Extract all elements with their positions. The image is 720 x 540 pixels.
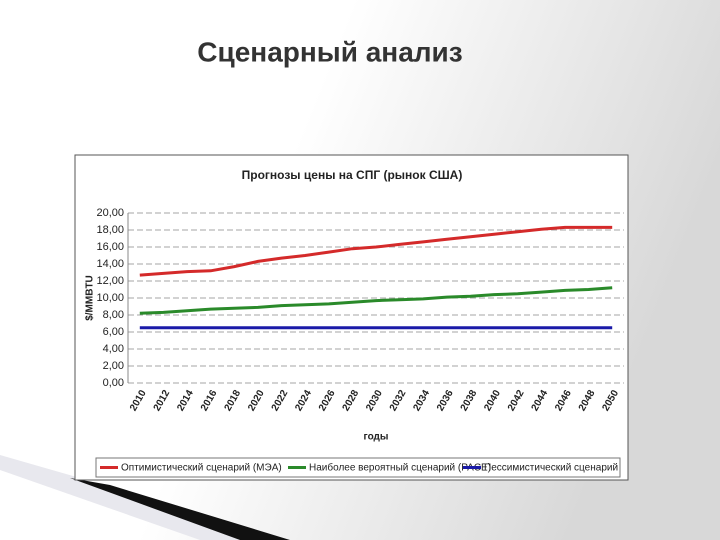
y-axis-label: $/MMBTU: [85, 275, 96, 321]
legend-label: Пессимистический сценарий: [484, 463, 618, 474]
y-tick-label: 0,00: [103, 377, 124, 389]
legend-label: Оптимистический сценарий (МЭА): [121, 463, 282, 474]
y-tick-label: 4,00: [103, 343, 124, 355]
series-line: [139, 225, 613, 277]
y-tick-label: 12,00: [96, 275, 124, 287]
y-tick-label: 2,00: [103, 360, 124, 372]
decor: [70, 478, 290, 540]
chart-title: Прогнозы цены на СПГ (рынок США): [242, 168, 463, 182]
series-line: [139, 286, 613, 315]
y-tick-label: 8,00: [103, 309, 124, 321]
y-tick-label: 18,00: [96, 224, 124, 236]
legend-label: Наиболее вероятный сценарий (PACE): [309, 462, 491, 474]
slide-title: Сценарный анализ: [197, 36, 462, 67]
y-tick-label: 6,00: [103, 326, 124, 338]
y-tick-label: 16,00: [96, 241, 124, 253]
y-tick-label: 14,00: [96, 258, 124, 270]
chart-frame: [74, 154, 629, 481]
y-tick-label: 20,00: [96, 207, 124, 219]
legend: [95, 457, 621, 478]
x-axis-label: годы: [364, 432, 389, 443]
y-tick-label: 10,00: [96, 292, 124, 304]
